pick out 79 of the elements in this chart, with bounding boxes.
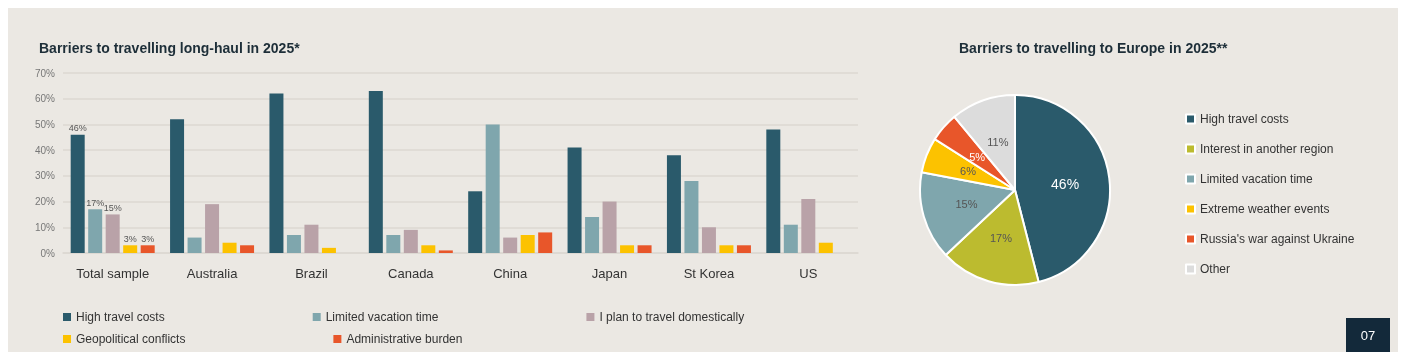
bar xyxy=(684,181,699,253)
data-label: 46% xyxy=(1051,175,1080,192)
x-tick-label: Australia xyxy=(186,266,239,281)
bar xyxy=(637,245,652,253)
legend-label: Extreme weather events xyxy=(1200,202,1330,216)
x-tick-label: China xyxy=(493,266,528,281)
data-label: 15% xyxy=(955,198,978,211)
bar xyxy=(567,147,582,253)
bar xyxy=(719,245,734,253)
data-label: 3% xyxy=(123,233,137,244)
bar xyxy=(538,232,553,253)
bar xyxy=(701,227,716,253)
legend-label: Other xyxy=(1200,262,1231,276)
data-label: 5% xyxy=(969,150,986,163)
bar xyxy=(222,242,237,253)
legend-label: Geopolitical conflicts xyxy=(76,332,186,346)
data-label: 46% xyxy=(68,123,87,134)
x-tick-label: Canada xyxy=(388,266,435,281)
y-tick-label: 60% xyxy=(34,93,56,105)
legend-label: High travel costs xyxy=(76,310,165,324)
y-tick-label: 70% xyxy=(34,67,56,79)
legend-label: Limited vacation time xyxy=(1200,172,1314,186)
bar xyxy=(170,119,185,253)
bar xyxy=(520,235,535,253)
bar xyxy=(304,224,319,253)
y-tick-label: 40% xyxy=(34,144,56,156)
data-label: 6% xyxy=(960,165,977,178)
legend-label: High travel costs xyxy=(1200,112,1289,126)
bar xyxy=(801,199,816,253)
bar xyxy=(140,245,155,253)
legend-label: Administrative burden xyxy=(346,332,463,346)
legend-label: Limited vacation time xyxy=(325,310,439,324)
bar xyxy=(386,235,401,253)
legend-label: Russia's war against Ukraine xyxy=(1200,232,1355,246)
bar xyxy=(485,124,500,253)
bar xyxy=(585,217,600,253)
x-tick-label: Japan xyxy=(591,266,628,281)
data-label: 17% xyxy=(989,232,1013,245)
legend-label: I plan to travel domestically xyxy=(599,310,745,324)
x-tick-label: Total sample xyxy=(76,266,150,281)
chart-title: Barriers to travelling long-haul in 2025* xyxy=(39,40,301,56)
bar xyxy=(368,91,383,253)
bar xyxy=(421,245,436,253)
y-tick-label: 20% xyxy=(34,196,56,208)
bar xyxy=(468,191,483,253)
bar xyxy=(321,247,336,253)
bar xyxy=(88,209,103,253)
data-label: 15% xyxy=(103,202,122,213)
data-label: 3% xyxy=(141,233,155,244)
y-tick-label: 10% xyxy=(34,221,56,233)
y-tick-label: 0% xyxy=(40,247,56,259)
bar xyxy=(602,201,617,253)
x-tick-label: St Korea xyxy=(683,266,735,281)
x-tick-label: US xyxy=(799,266,818,281)
bar xyxy=(105,214,120,253)
bar xyxy=(783,224,798,253)
bar xyxy=(123,245,138,253)
bar xyxy=(403,229,418,253)
x-tick-label: Brazil xyxy=(295,266,328,281)
bar xyxy=(70,134,85,253)
bar xyxy=(187,237,202,253)
text: 07 xyxy=(1346,318,1390,352)
bar xyxy=(269,93,284,253)
chart-title: Barriers to travelling to Europe in 2025** xyxy=(959,40,1228,56)
y-tick-label: 50% xyxy=(34,118,56,130)
y-tick-label: 30% xyxy=(34,170,56,182)
bar xyxy=(736,245,751,253)
bar xyxy=(205,204,220,253)
bar xyxy=(666,155,681,253)
legend-label: Interest in another region xyxy=(1200,142,1334,156)
bar xyxy=(503,237,518,253)
bar xyxy=(620,245,635,253)
bar xyxy=(286,235,301,253)
bar xyxy=(438,250,453,253)
bar xyxy=(240,245,255,253)
data-label: 17% xyxy=(86,197,105,208)
data-label: 11% xyxy=(987,136,1009,149)
bar xyxy=(766,129,781,253)
bar xyxy=(818,242,833,253)
